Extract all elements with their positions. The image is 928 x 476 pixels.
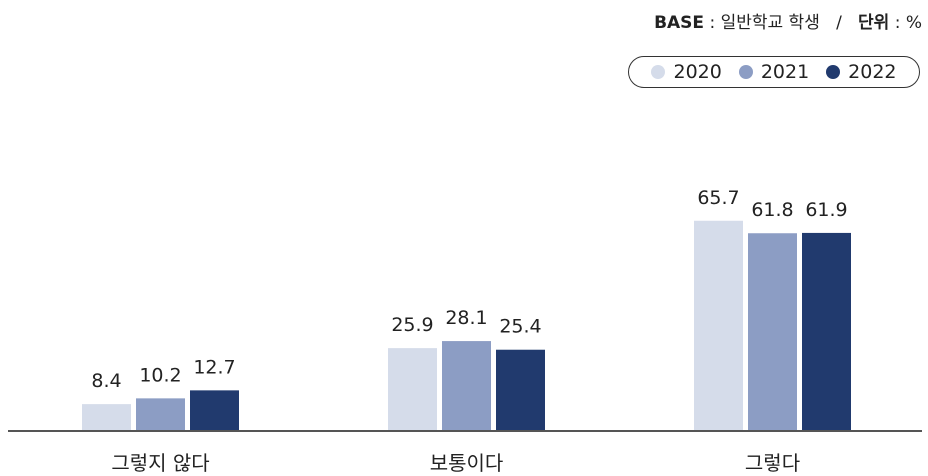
bar-2021-2 — [748, 233, 797, 431]
category-label-0: 그렇지 않다 — [111, 451, 209, 475]
legend-label-2022: 2022 — [848, 61, 897, 83]
base-unit-note: BASE : 일반학교 학생 / 단위 : % — [654, 8, 922, 33]
bar-2021-1 — [442, 341, 491, 431]
data-label-2020-2: 65.7 — [697, 187, 739, 209]
legend-dot-2022 — [826, 65, 841, 79]
legend-item-2022: 2022 — [826, 61, 897, 83]
base-label: BASE — [654, 13, 705, 33]
base-value: 일반학교 학생 — [720, 13, 820, 33]
legend: 2020 2021 2022 — [628, 56, 920, 88]
unit-colon: : — [894, 13, 906, 33]
legend-item-2021: 2021 — [738, 61, 810, 83]
base-colon: : — [709, 13, 721, 33]
category-label-1: 보통이다 — [430, 451, 504, 475]
bar-2020-0 — [82, 404, 131, 431]
separator: / — [836, 13, 842, 33]
legend-dot-2021 — [738, 65, 753, 79]
bar-2022-0 — [190, 390, 239, 431]
category-label-2: 그렇다 — [745, 451, 800, 475]
data-label-2022-2: 61.9 — [805, 199, 847, 221]
data-label-2021-2: 61.8 — [751, 199, 793, 221]
bar-2022-2 — [802, 232, 851, 431]
data-label-2022-0: 12.7 — [193, 356, 235, 378]
legend-label-2021: 2021 — [760, 61, 810, 83]
data-label-2020-0: 8.4 — [91, 370, 121, 392]
bar-2021-0 — [136, 398, 185, 431]
unit-value: % — [905, 13, 922, 33]
legend-label-2020: 2020 — [673, 61, 722, 83]
data-label-2021-0: 10.2 — [139, 364, 181, 386]
data-label-2021-1: 28.1 — [445, 307, 487, 329]
legend-item-2020: 2020 — [651, 61, 722, 83]
bar-2020-2 — [694, 220, 743, 431]
bar-2020-1 — [388, 348, 437, 431]
data-label-2022-1: 25.4 — [499, 316, 541, 338]
bar-2022-1 — [496, 349, 545, 431]
unit-label: 단위 — [858, 13, 890, 33]
legend-dot-2020 — [651, 65, 666, 79]
data-label-2020-1: 25.9 — [391, 314, 433, 336]
